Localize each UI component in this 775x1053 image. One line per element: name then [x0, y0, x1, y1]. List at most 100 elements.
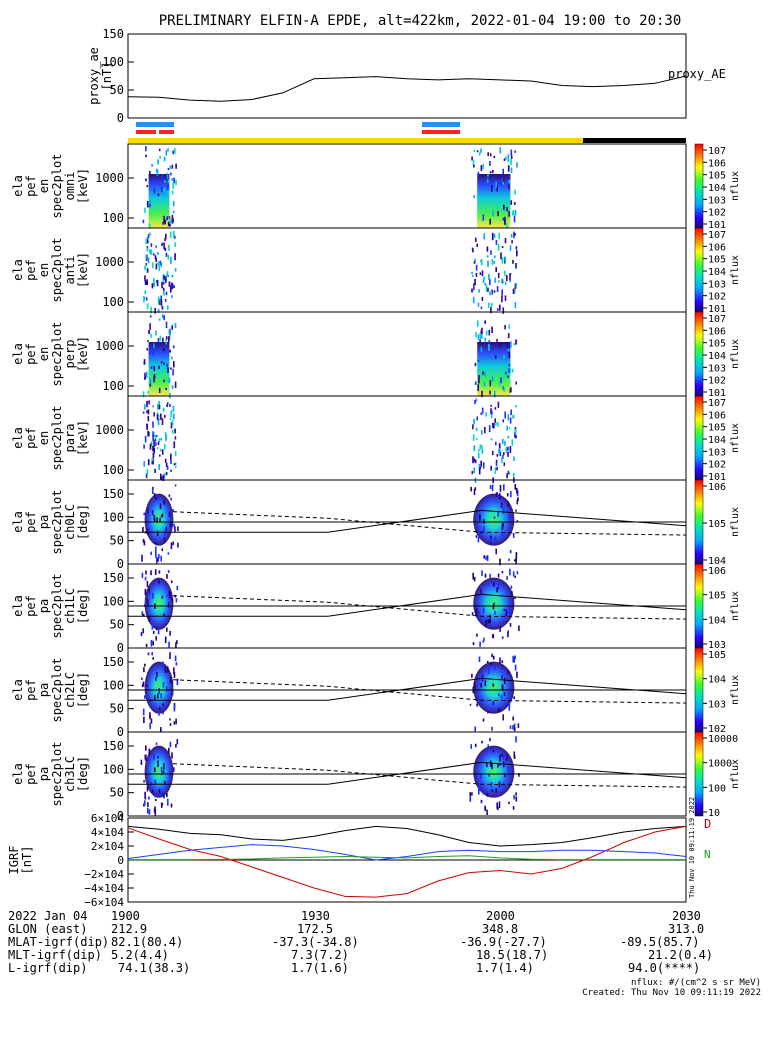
pa-burst-speck [162, 682, 165, 688]
energy-burst-speck [490, 404, 492, 408]
energy-burst-speck [163, 379, 165, 383]
energy-burst-speck [145, 238, 147, 245]
footer-created: Created: Thu Nov 10 09:11:19 2022 [582, 988, 761, 998]
pa-ytick-label: 0 [117, 725, 124, 739]
pa-burst-speck [155, 798, 157, 801]
pa-burst-speck [501, 753, 503, 757]
energy-burst-speck [503, 376, 505, 379]
energy-burst-speck [163, 362, 165, 365]
pa-burst-speck [140, 632, 143, 637]
pa-burst-speck [156, 517, 158, 523]
energy-burst-speck [144, 435, 147, 443]
energy-burst-speck [149, 378, 151, 384]
energy-burst-speck [504, 270, 506, 276]
energy-burst-speck [514, 428, 517, 435]
energy-burst-speck [146, 303, 149, 309]
pa-burst-speck [490, 662, 493, 665]
pa-burst-speck [496, 802, 498, 809]
energy-burst-speck [152, 452, 155, 459]
pa-burst-speck [475, 535, 478, 538]
energy-burst-speck [513, 343, 516, 346]
pa-burst-speck [156, 557, 158, 564]
pa-burst-speck [162, 661, 164, 665]
pa-burst-speck [509, 568, 511, 576]
energy-burst-speck [509, 279, 511, 283]
energy-burst-speck [167, 221, 170, 227]
pa-burst-speck [486, 809, 488, 816]
energy-burst-speck [161, 306, 164, 310]
energy-burst-speck [503, 462, 506, 466]
pa-burst-speck [150, 639, 153, 647]
pa-burst-speck [152, 640, 154, 646]
energy-burst-speck [154, 438, 157, 442]
pa-burst-speck [475, 608, 478, 616]
colorbar-tick-label: 10 [708, 808, 720, 819]
pa-burst-speck [153, 767, 156, 773]
pa-burst-speck [492, 655, 495, 660]
colorbar-tick-label: 105 [708, 519, 726, 530]
energy-burst-speck [167, 305, 169, 310]
energy-burst-speck [152, 262, 154, 269]
energy-burst-speck [478, 468, 481, 475]
energy-burst-speck [169, 223, 171, 227]
panel-2-label-2: en [37, 347, 51, 361]
pa-burst-speck [486, 497, 488, 502]
energy-burst-speck [152, 421, 154, 428]
panel-2-label-3: spec2plot [50, 321, 64, 386]
pa-panel-ch3LC: 150 100 50 0 ela pef pa spec2plot ch3LC [deg] 1000… [11, 731, 741, 823]
science-zone-red-1a [136, 130, 156, 134]
pa-burst-speck [469, 795, 472, 802]
pa-burst-speck [516, 671, 518, 678]
energy-burst-speck [143, 460, 145, 467]
pa-burst-speck [148, 809, 151, 815]
energy-burst-speck [489, 380, 492, 387]
energy-burst-speck [490, 302, 493, 308]
energy-burst-speck [508, 368, 510, 373]
energy-burst-speck [155, 257, 157, 262]
energy-burst-speck [491, 238, 494, 241]
energy-burst-speck [490, 414, 493, 419]
pa-burst-speck [470, 744, 472, 749]
pa-burst-speck [473, 489, 476, 496]
energy-burst-speck [479, 339, 481, 344]
energy-burst-speck [477, 302, 480, 307]
pa-burst-speck [510, 585, 513, 589]
energy-burst-speck [477, 320, 479, 328]
energy-burst-speck [513, 215, 516, 223]
energy-burst-speck [144, 207, 146, 214]
energy-burst-speck [174, 323, 177, 329]
energy-burst-speck [472, 248, 474, 253]
pa-ytick-label: 50 [110, 702, 124, 716]
energy-burst-speck [509, 368, 511, 375]
igrf-ytick-label: 0 [117, 854, 124, 867]
pa-burst-speck [485, 619, 487, 627]
energy-burst-speck [501, 457, 503, 464]
energy-burst-speck [174, 242, 176, 247]
energy-burst-speck [171, 356, 173, 360]
energy-burst-speck [153, 253, 155, 256]
pa-burst-speck [162, 710, 164, 715]
pa-burst-speck [170, 580, 173, 583]
energy-burst-speck [473, 195, 475, 199]
energy-burst-speck [153, 343, 155, 349]
pa-burst-speck [148, 796, 150, 800]
colorbar-label: nflux [730, 423, 741, 453]
pa-burst-speck [513, 726, 516, 732]
energy-burst-speck [502, 455, 504, 459]
energy-burst-speck [515, 339, 517, 345]
energy-burst-speck [169, 231, 172, 239]
energy-burst-speck [511, 439, 514, 446]
pa-burst-speck [152, 486, 154, 490]
energy-burst-speck [144, 280, 147, 285]
pa-burst-speck [499, 763, 501, 766]
pa-burst-speck [160, 555, 162, 562]
pa-burst-speck [169, 677, 172, 683]
pa-burst-speck [482, 718, 485, 722]
pa-burst-speck [491, 484, 494, 492]
energy-burst-speck [506, 473, 508, 479]
pa-burst-speck [175, 662, 178, 666]
l-2000: 1.7(1.4) [476, 961, 534, 975]
pa-burst-speck [474, 743, 477, 748]
energy-burst-speck [144, 275, 146, 282]
